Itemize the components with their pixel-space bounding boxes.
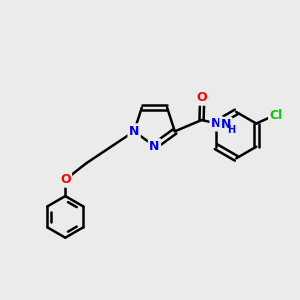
- Text: O: O: [197, 91, 208, 104]
- Text: O: O: [60, 173, 70, 186]
- Text: N: N: [149, 140, 160, 153]
- Text: N: N: [211, 117, 221, 130]
- Text: N: N: [221, 118, 231, 131]
- Text: N: N: [129, 125, 139, 138]
- Text: Cl: Cl: [270, 109, 283, 122]
- Text: H: H: [226, 125, 235, 135]
